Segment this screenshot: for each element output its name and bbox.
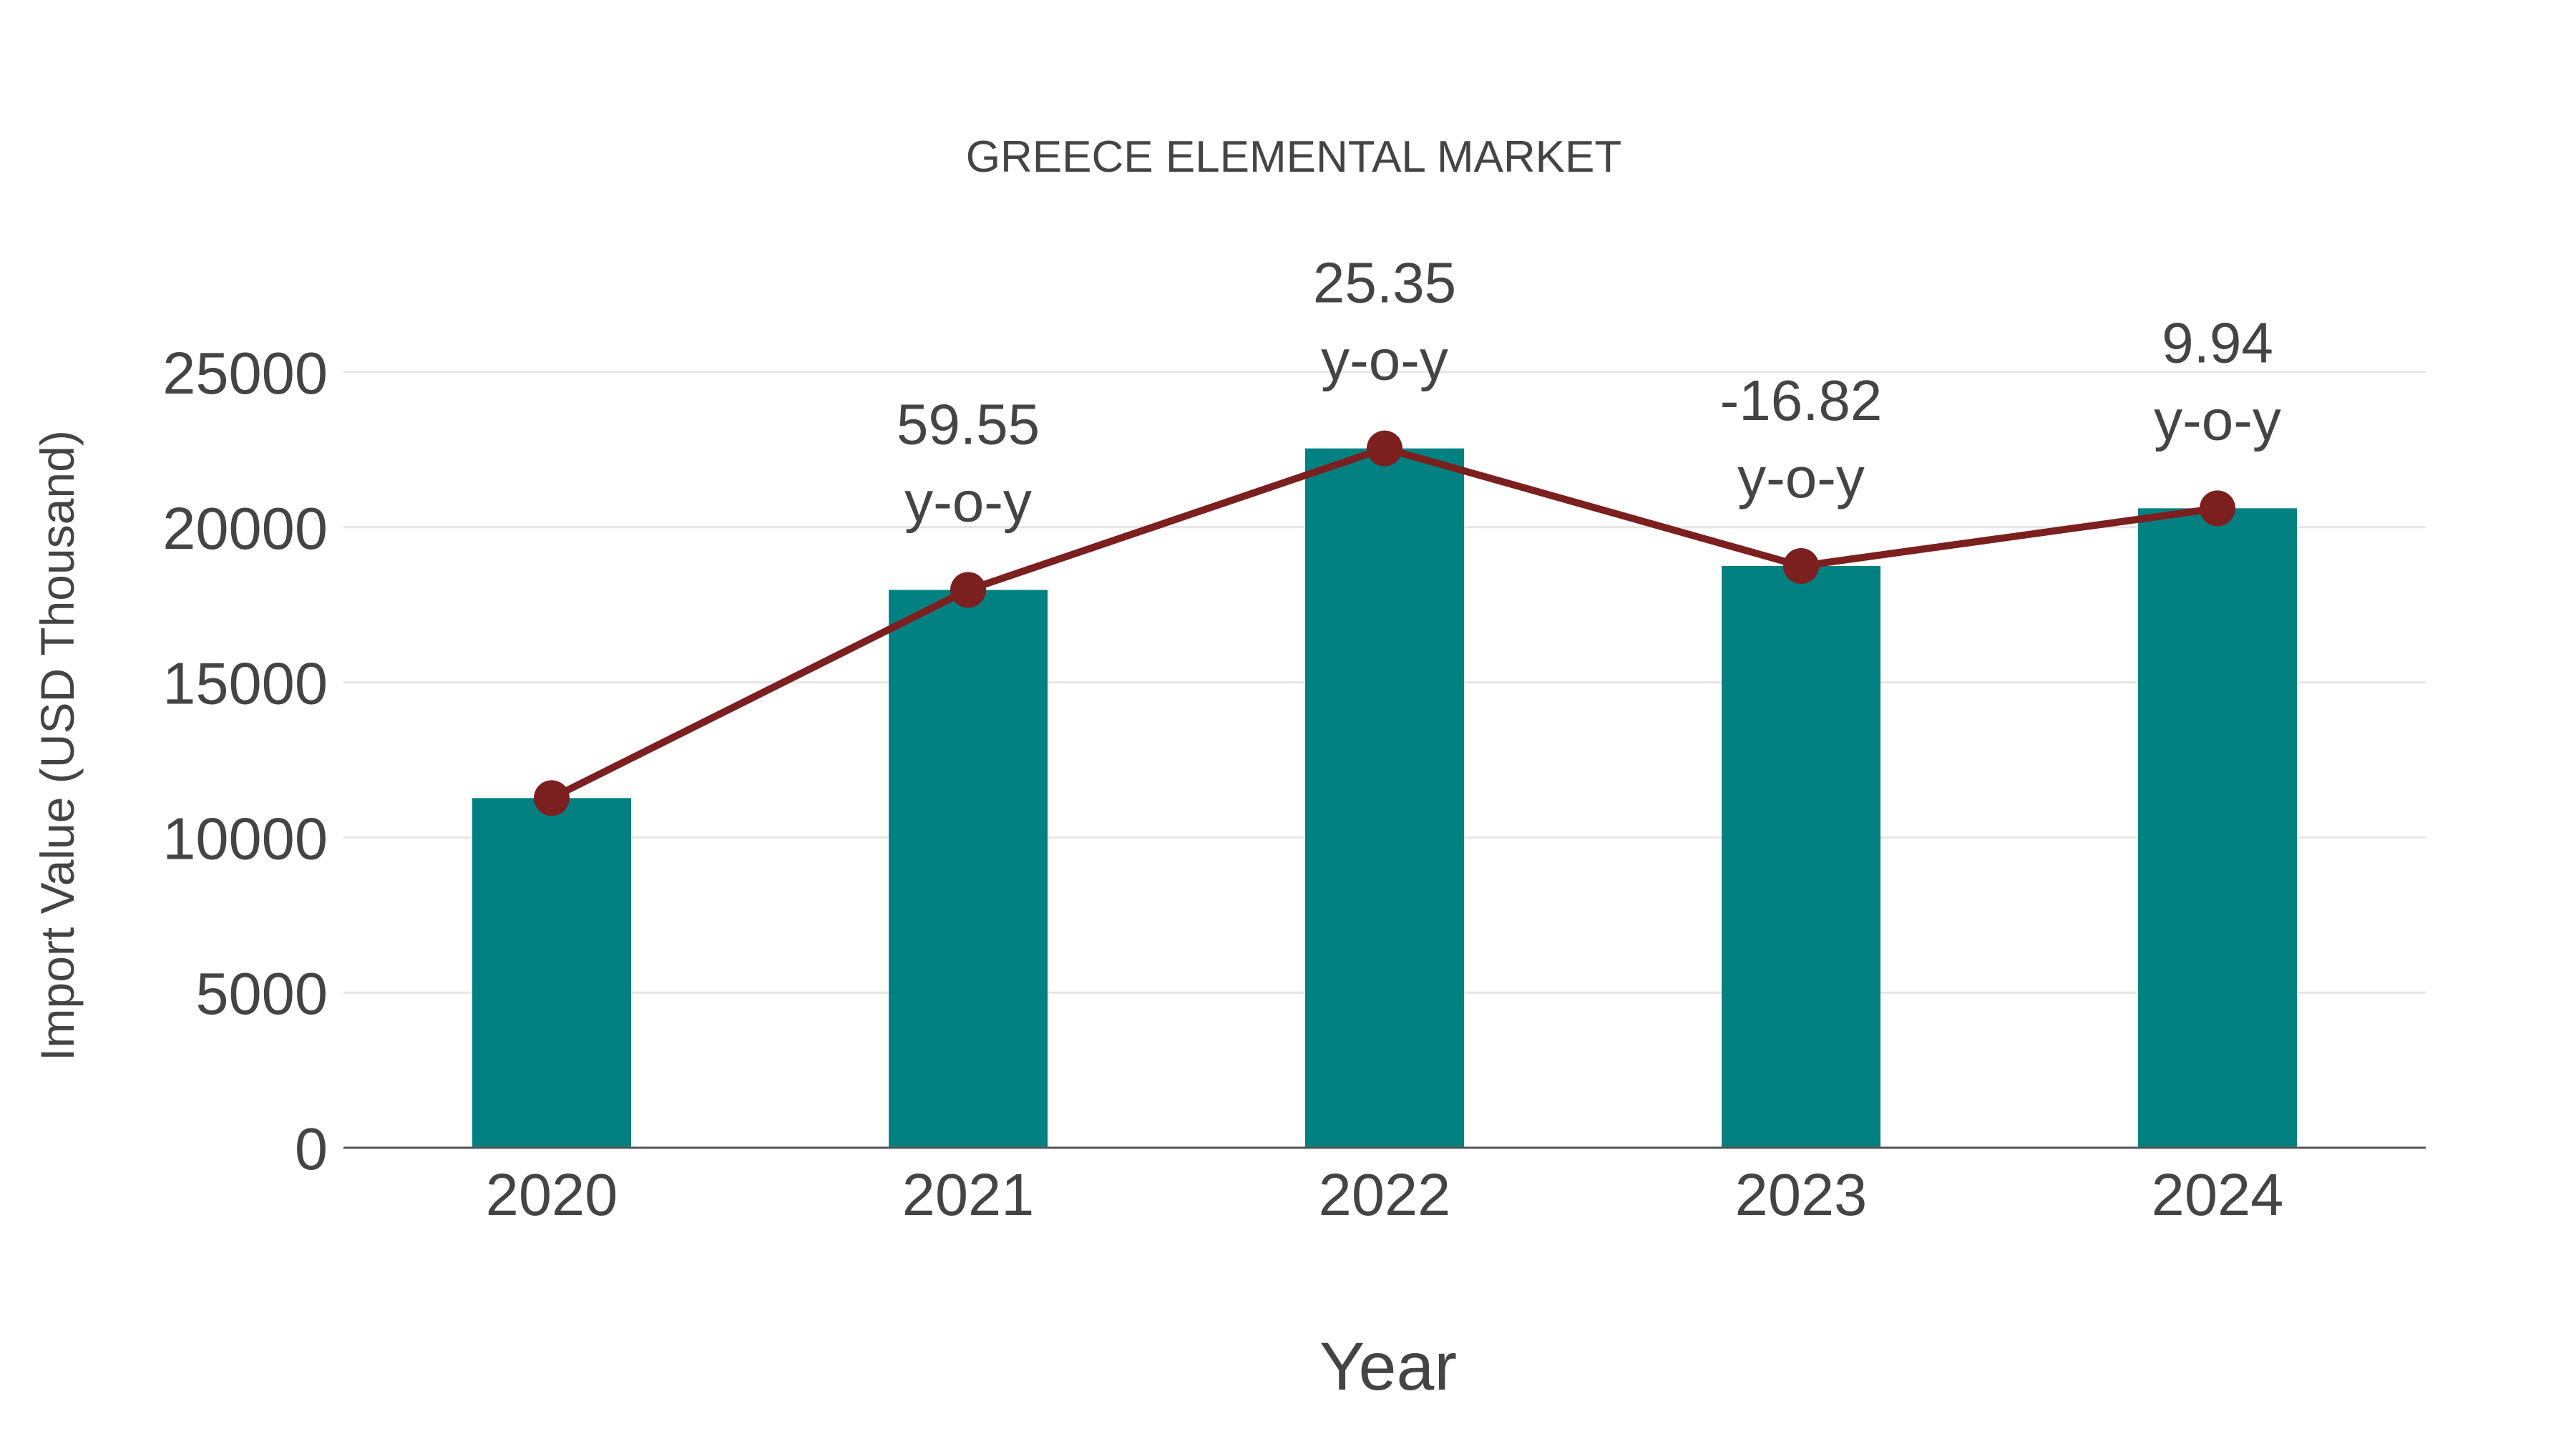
y-axis-ticks: 0 5000 10000 15000 20000 25000 [162,340,328,1182]
bar-2020 [472,798,631,1148]
bar-2023 [1722,566,1880,1148]
yoy-label: y-o-y [1737,446,1865,509]
x-tick-label: 2023 [1735,1161,1868,1228]
y-tick-label: 0 [295,1116,328,1182]
x-axis-ticks: 2020 2021 2022 2023 2024 [486,1161,2284,1228]
trend-marker-2022 [1367,430,1402,467]
yoy-label: y-o-y [904,469,1032,533]
bar-2022 [1305,448,1464,1148]
line-series [534,430,2235,816]
y-tick-label: 5000 [195,960,328,1027]
x-tick-label: 2022 [1319,1161,1451,1228]
trend-marker-2024 [2200,490,2235,527]
bar-series [472,448,2297,1148]
yoy-value: 9.94 [2162,311,2273,374]
trend-marker-2023 [1783,548,1819,584]
y-tick-label: 25000 [162,340,328,406]
y-tick-label: 15000 [162,650,328,717]
bar-2024 [2138,508,2297,1148]
x-axis-title: Year [1319,1329,1457,1405]
y-tick-label: 20000 [162,495,328,562]
yoy-label: y-o-y [1321,328,1448,392]
yoy-value: 25.35 [1313,251,1456,315]
x-tick-label: 2021 [902,1161,1035,1228]
yoy-value: -16.82 [1720,369,1883,432]
y-tick-label: 10000 [162,805,328,872]
yoy-value: 59.55 [897,392,1040,456]
yoy-label: y-o-y [2154,388,2281,452]
y-axis-title: Import Value (USD Thousand) [31,430,84,1061]
trend-marker-2020 [534,780,570,816]
trend-marker-2021 [950,572,986,608]
x-tick-label: 2020 [486,1161,618,1228]
yoy-annotations: 59.55 y-o-y 25.35 y-o-y -16.82 y-o-y 9.94 y-o-y [897,251,2281,534]
x-tick-label: 2024 [2152,1161,2284,1228]
bar-2021 [889,590,1048,1148]
chart-title: GREECE ELEMENTAL MARKET [966,132,1621,182]
